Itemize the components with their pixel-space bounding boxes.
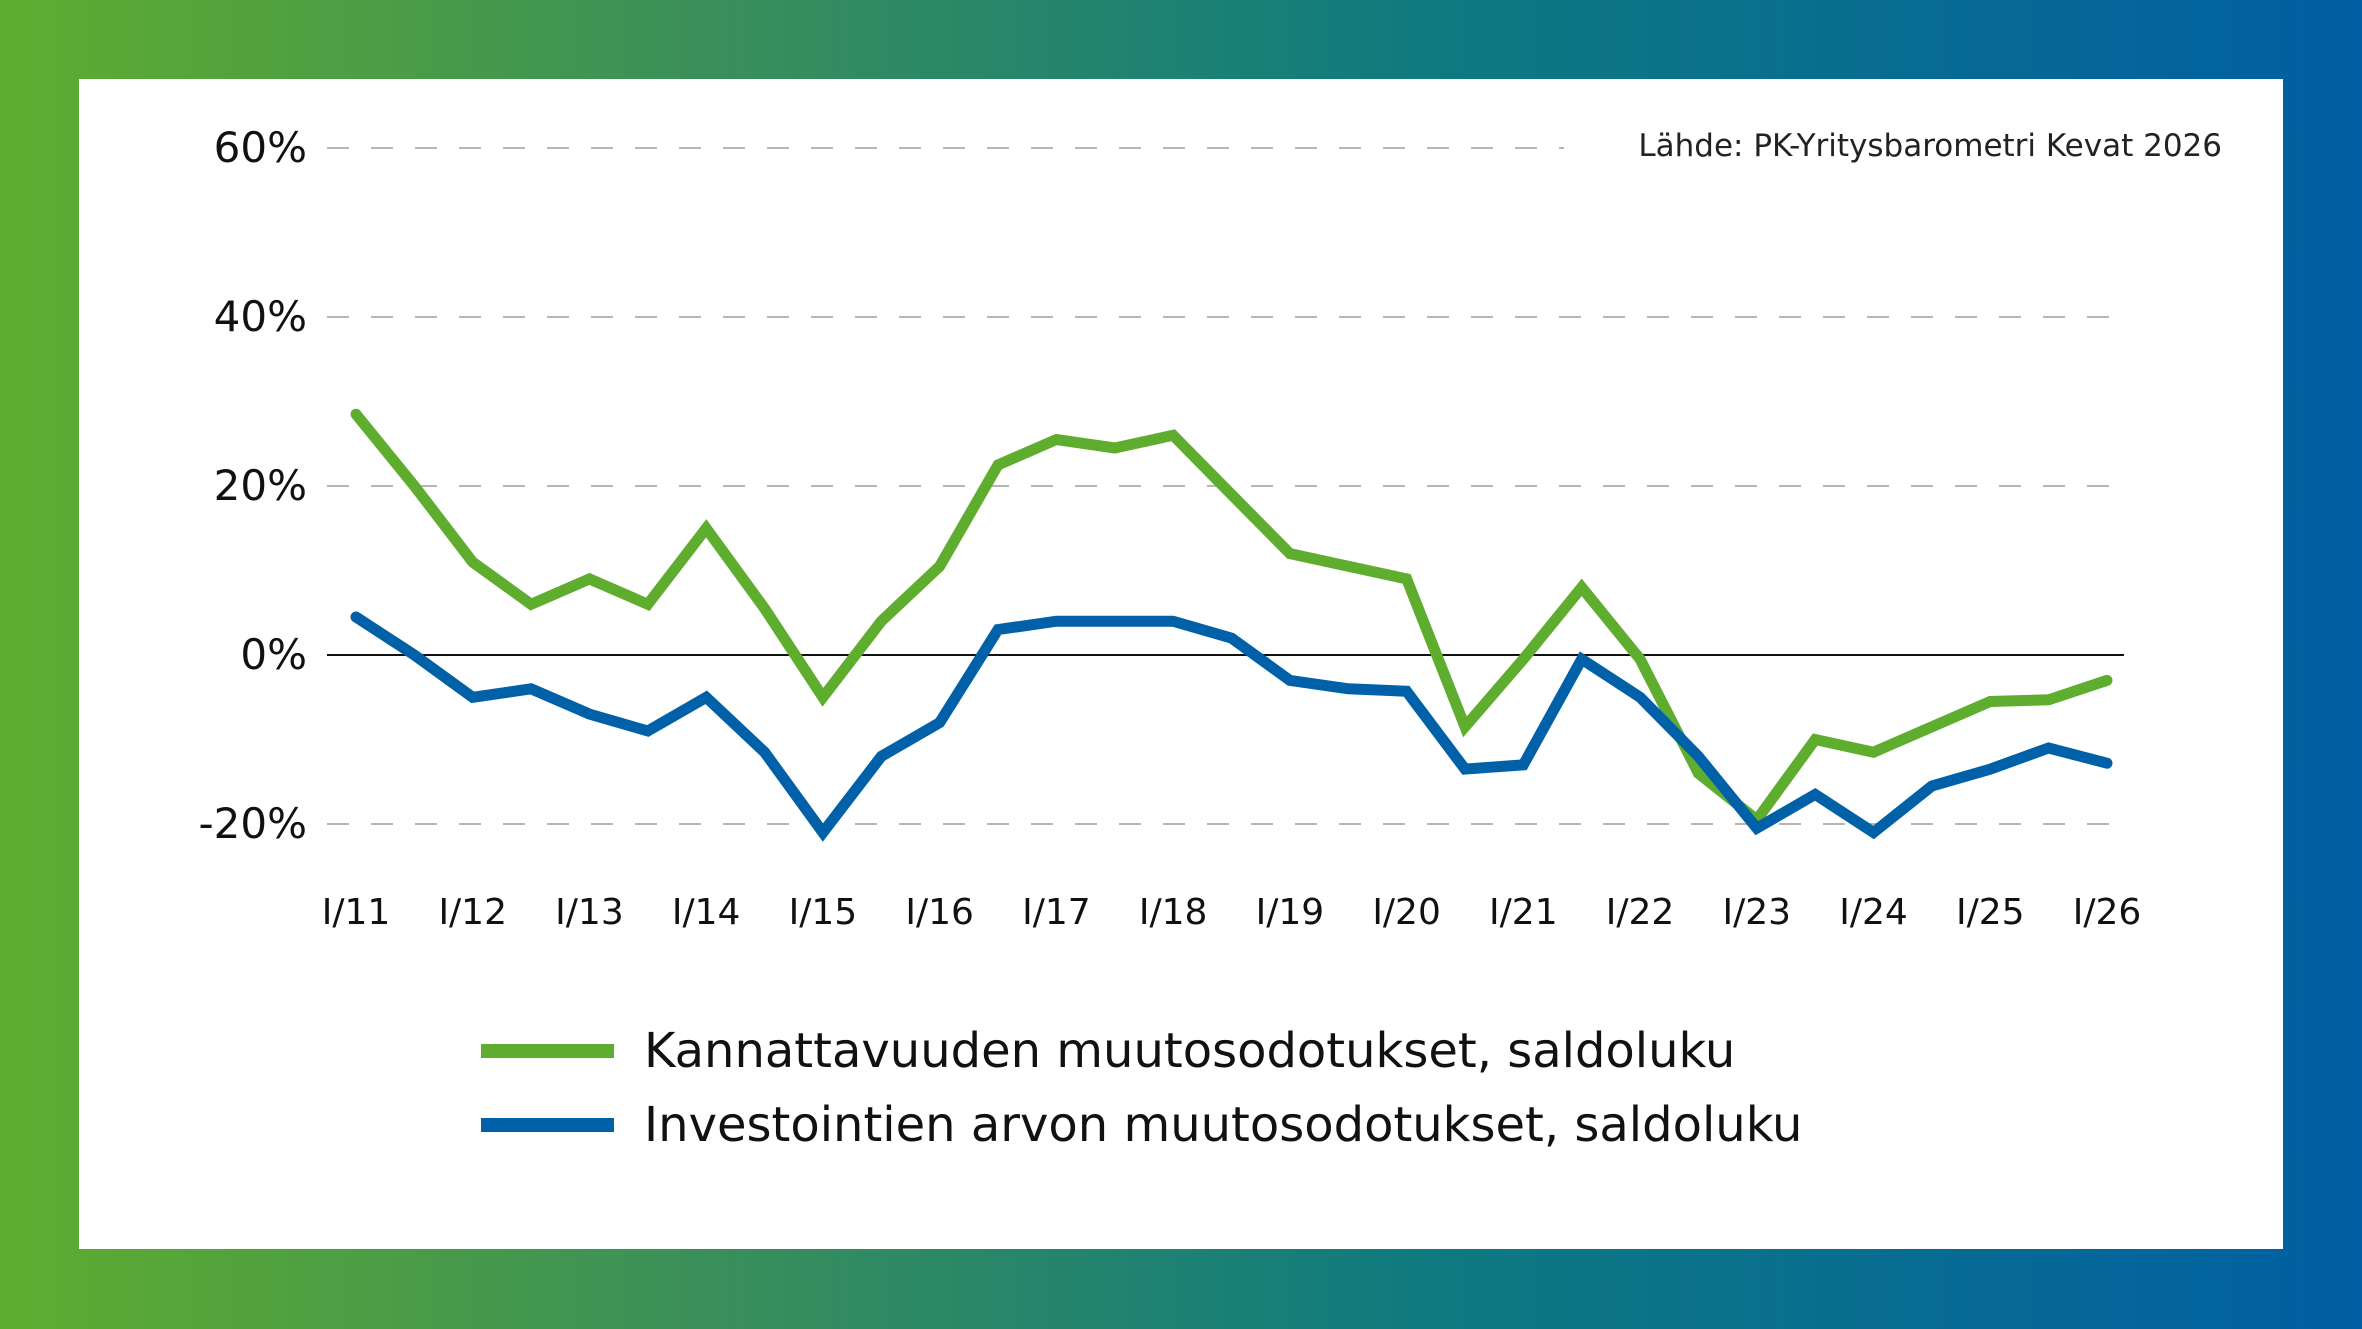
gridlines: [327, 147, 2124, 825]
x-tick-label: I/26: [2073, 892, 2142, 933]
x-tick-label: I/17: [1022, 892, 1091, 933]
series-lines: [350, 408, 2113, 842]
x-tick-label: I/15: [789, 892, 858, 933]
y-tick-label: 60%: [214, 123, 307, 172]
y-tick-label: -20%: [198, 799, 307, 848]
x-tick-label: I/14: [672, 892, 741, 933]
chart-card: 60% 40% 20% 0% -20% I/11 I/12 I/13 I/14 I/15 I/16…: [79, 79, 2283, 1249]
x-tick-label: I/20: [1372, 892, 1441, 933]
legend-swatch-investments: [481, 1118, 614, 1132]
x-tick-label: I/25: [1956, 892, 2025, 933]
x-tick-label: I/13: [555, 892, 624, 933]
legend-swatch-profitability: [481, 1044, 614, 1058]
series-line-investments: [350, 611, 2113, 842]
legend-label-investments: Investointien arvon muutosodotukset, sal…: [644, 1097, 1803, 1153]
line-chart: 60% 40% 20% 0% -20% I/11 I/12 I/13 I/14 I/15 I/16…: [198, 123, 2222, 933]
source-note: Lähde: PK-Yritysbarometri Kevat 2026: [1638, 128, 2222, 164]
y-tick-label: 40%: [214, 292, 307, 341]
x-axis-ticks: I/11 I/12 I/13 I/14 I/15 I/16 I/17 I/18 I/19 I/20…: [322, 892, 2142, 933]
x-tick-label: I/21: [1489, 892, 1558, 933]
x-tick-label: I/23: [1723, 892, 1792, 933]
legend-item-investments: Investointien arvon muutosodotukset, sal…: [481, 1088, 1802, 1162]
series-line-profitability: [350, 408, 2113, 828]
x-tick-label: I/11: [322, 892, 391, 933]
x-tick-label: I/12: [438, 892, 507, 933]
x-tick-label: I/16: [905, 892, 974, 933]
y-axis-ticks: 60% 40% 20% 0% -20%: [198, 123, 307, 848]
legend-item-profitability: Kannattavuuden muutosodotukset, saldoluk…: [481, 1014, 1802, 1088]
legend-label-profitability: Kannattavuuden muutosodotukset, saldoluk…: [644, 1023, 1736, 1079]
legend: Kannattavuuden muutosodotukset, saldoluk…: [481, 1014, 1802, 1162]
y-tick-label: 20%: [214, 461, 307, 510]
x-tick-label: I/24: [1839, 892, 1908, 933]
x-tick-label: I/19: [1256, 892, 1325, 933]
y-tick-label: 0%: [240, 630, 307, 679]
x-tick-label: I/22: [1606, 892, 1675, 933]
x-tick-label: I/18: [1139, 892, 1208, 933]
